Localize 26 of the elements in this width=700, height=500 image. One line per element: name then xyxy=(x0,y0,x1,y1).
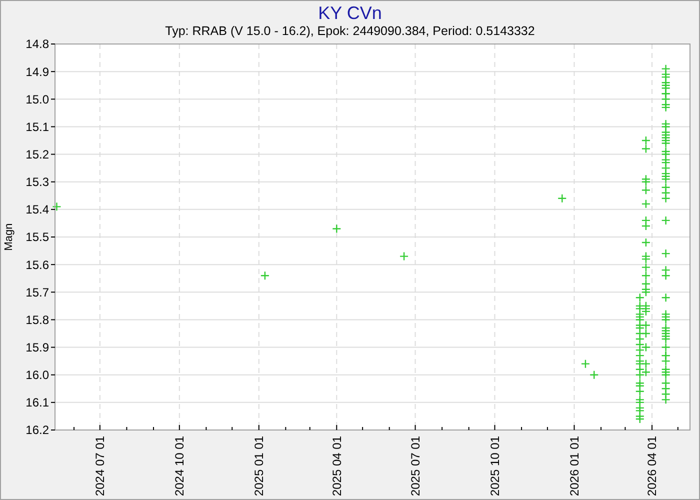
x-tick-label: 2026 01 01 xyxy=(567,436,582,496)
x-tick-label: 2024 07 01 xyxy=(93,436,108,496)
x-tick-label: 2025 04 01 xyxy=(330,436,344,496)
y-tick-label: 15.6 xyxy=(26,258,50,272)
y-tick-label: 15.9 xyxy=(26,340,50,354)
y-tick-label: 16.2 xyxy=(26,423,50,438)
y-tick-label: 14.8 xyxy=(26,37,50,52)
x-tick-label: 2025 01 01 xyxy=(252,436,266,496)
y-axis-title: Magn xyxy=(3,223,15,251)
y-tick-label: 15.5 xyxy=(26,230,50,244)
x-tick-label: 2026 04 01 xyxy=(645,436,660,496)
y-tick-label: 15.3 xyxy=(26,175,50,190)
x-tick-label: 2025 07 01 xyxy=(408,436,422,496)
y-tick-label: 16.1 xyxy=(26,396,50,410)
y-tick-label: 15.7 xyxy=(26,285,50,300)
chart-title: KY CVn xyxy=(318,3,382,23)
y-tick-label: 16.0 xyxy=(26,368,50,382)
y-tick-label: 15.8 xyxy=(26,312,50,327)
y-tick-label: 14.9 xyxy=(26,64,50,79)
chart-subtitle: Typ: RRAB (V 15.0 - 16.2), Epok: 2449090.384, Period: 0.5143332 xyxy=(165,24,535,38)
y-tick-label: 15.0 xyxy=(26,92,50,106)
x-tick-label: 2024 10 01 xyxy=(172,436,187,496)
y-tick-label: 15.4 xyxy=(26,202,50,217)
x-tick-label: 2025 10 01 xyxy=(488,436,502,496)
y-tick-label: 15.1 xyxy=(26,120,50,134)
y-tick-label: 15.2 xyxy=(26,147,50,162)
